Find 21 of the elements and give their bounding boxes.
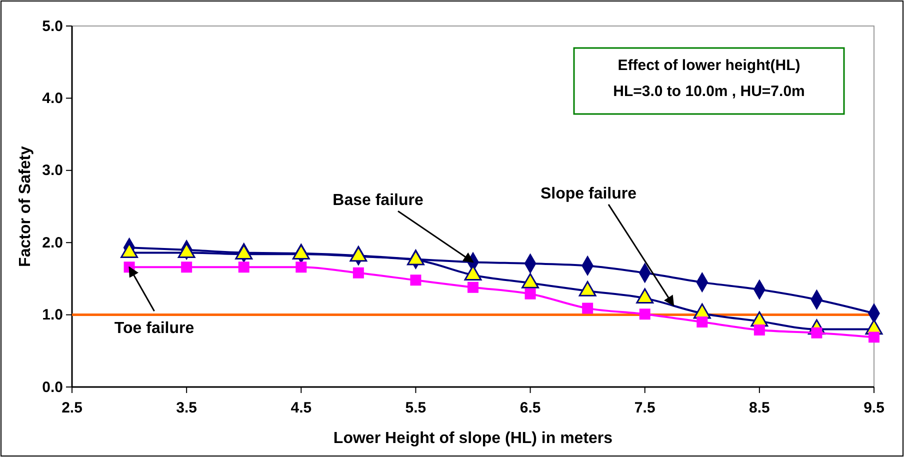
y-tick-label: 5.0 (42, 18, 63, 35)
x-tick-label: 9.5 (864, 400, 884, 416)
x-tick-label: 4.5 (290, 400, 312, 416)
x-tick-label: 5.5 (405, 400, 426, 416)
x-tick-label: 3.5 (176, 400, 197, 416)
x-tick-label: 7.5 (634, 400, 656, 416)
annotation: HL=3.0 to 10.0m , HU=7.0m (613, 83, 805, 100)
y-tick-label: 0.0 (42, 378, 63, 396)
annotation: Base failure (332, 192, 424, 210)
x-tick-label: 2.5 (62, 400, 82, 416)
x-tick-label: 6.5 (520, 400, 541, 416)
y-axis-title: Factor of Safety (17, 146, 34, 267)
annotation: Effect of lower height(HL) (618, 57, 800, 74)
y-tick-label: 3.0 (42, 162, 63, 180)
x-axis-title: Lower Height of slope (HL) in meters (333, 430, 613, 447)
x-tick-label: 8.5 (749, 400, 770, 416)
y-tick-label: 1.0 (42, 306, 63, 324)
annotation: Slope failure (540, 185, 637, 202)
y-tick-label: 4.0 (42, 90, 63, 107)
annotation: Toe failure (114, 320, 194, 338)
y-tick-label: 2.0 (42, 234, 63, 252)
